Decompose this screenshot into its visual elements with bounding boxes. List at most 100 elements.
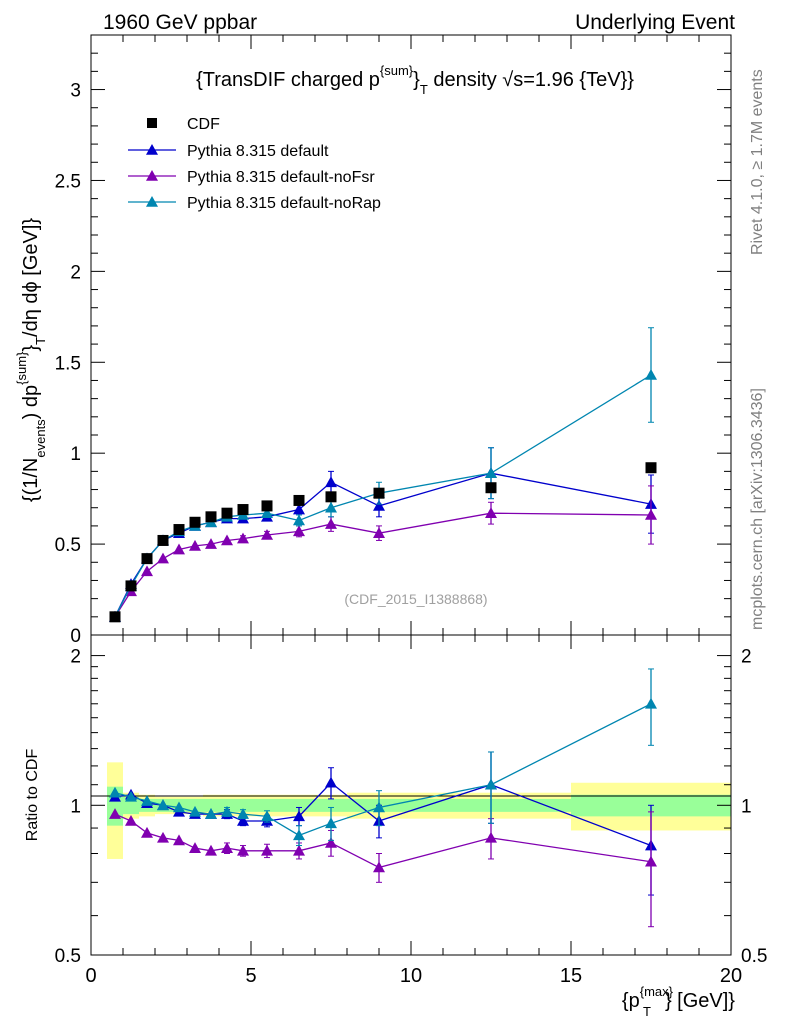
y-tick-label: 0.5	[55, 535, 81, 556]
ratio-tick-label: 2	[70, 647, 81, 668]
legend-label-nofsr: Pythia 8.315 default-noFsr	[187, 169, 375, 186]
legend-marker-nofsr	[146, 170, 158, 181]
series-point-nofsr	[205, 538, 217, 549]
series-point-default	[325, 476, 337, 488]
series-point-nofsr	[141, 565, 153, 577]
ratio-point-norap	[221, 805, 233, 817]
ratio-band-inner	[219, 798, 235, 812]
ratio-point-nofsr	[125, 814, 137, 826]
ratio-point-norap	[325, 817, 337, 829]
y-axis-label: {(1/Nevents) dp{sum}}T/dη dϕ [GeV]}	[14, 218, 48, 503]
ratio-band-inner	[187, 798, 203, 812]
ratio-point-norap	[141, 795, 153, 806]
ratio-band-inner	[315, 798, 347, 812]
ratio-point-nofsr	[221, 842, 233, 853]
x-tick-label: 20	[720, 965, 742, 987]
chart-title: {TransDIF charged p{sum}}T density √s=1.…	[196, 63, 634, 97]
ratio-point-nofsr	[173, 834, 185, 846]
ratio-marks	[109, 668, 657, 928]
ratio-point-nofsr	[293, 844, 305, 856]
ratio-y-axis-label: Ratio to CDF	[24, 749, 41, 842]
ratio-point-nofsr	[261, 844, 273, 856]
ratio-point-nofsr	[189, 842, 201, 853]
ratio-point-nofsr	[141, 826, 153, 838]
series-point-norap	[645, 369, 657, 380]
ratio-point-nofsr	[645, 855, 657, 867]
y-tick-label: 1.5	[55, 353, 81, 374]
y-tick-label: 1	[70, 444, 81, 465]
ratio-bands	[107, 762, 731, 859]
series-point-default	[373, 499, 385, 511]
y-tick-label: 3	[70, 81, 81, 102]
data-point-cdf	[157, 534, 169, 546]
ratio-point-nofsr	[485, 831, 497, 843]
ratio-point-nofsr	[157, 831, 169, 843]
main-marks	[109, 327, 657, 623]
legend-cdf-label: CDF	[187, 116, 220, 133]
ratio-frame	[90, 634, 732, 956]
ratio-line-nofsr	[114, 813, 652, 869]
series-point-norap	[485, 467, 497, 478]
series-point-nofsr	[189, 539, 201, 551]
ratio-point-nofsr	[373, 861, 385, 873]
series-point-norap	[293, 514, 305, 526]
legend-cdf-marker	[147, 118, 157, 128]
ratio-point-nofsr	[205, 844, 217, 856]
ratio-point-norap	[261, 810, 273, 822]
series-point-nofsr	[173, 543, 185, 555]
x-tick-label: 10	[400, 965, 422, 987]
data-point-cdf	[205, 511, 217, 523]
series-point-norap	[325, 501, 337, 513]
header-left: 1960 GeV ppbar	[103, 11, 257, 34]
x-tick-label: 15	[560, 965, 582, 987]
ratio-point-norap	[645, 697, 657, 709]
ratio-point-nofsr	[325, 836, 337, 848]
ratio-point-norap	[173, 801, 185, 813]
ratio-point-default	[293, 810, 305, 822]
ratio-ticks: 0 5 10 15 200.5 0.51 12 2	[55, 635, 767, 987]
series-point-nofsr	[261, 529, 273, 540]
legend-label-default: Pythia 8.315 default	[187, 143, 329, 160]
ratio-tick-label: 1	[70, 796, 81, 817]
ratio-tick-label-right: 0.5	[741, 946, 767, 967]
series-point-nofsr	[485, 507, 497, 518]
series-point-nofsr	[157, 552, 169, 564]
series-point-nofsr	[293, 525, 305, 537]
ratio-point-norap	[109, 786, 121, 798]
data-point-cdf	[125, 580, 137, 592]
analysis-label: (CDF_2015_I1388868)	[344, 591, 487, 607]
data-point-cdf	[645, 462, 657, 474]
ratio-point-norap	[125, 790, 137, 802]
legend-label-norap: Pythia 8.315 default-noRap	[187, 195, 381, 212]
main-ticks: 0 0.5 1 1.5 2 2.5 3	[55, 35, 732, 647]
series-point-nofsr	[645, 509, 657, 520]
series-point-nofsr	[325, 518, 337, 529]
data-point-cdf	[237, 504, 249, 516]
x-tick-label: 0	[85, 965, 96, 987]
ratio-point-norap	[293, 829, 305, 841]
ratio-point-norap	[237, 808, 249, 819]
data-point-cdf	[485, 482, 497, 494]
ratio-band-inner	[203, 798, 219, 812]
data-point-cdf	[221, 507, 233, 519]
y-tick-label: 0	[70, 626, 81, 647]
series-point-nofsr	[373, 527, 385, 538]
rivet-label: Rivet 4.1.0, ≥ 1.7M events	[749, 69, 766, 255]
header-right: Underlying Event	[575, 11, 735, 34]
ratio-point-norap	[373, 801, 385, 813]
data-point-cdf	[325, 491, 337, 503]
y-tick-label: 2.5	[55, 171, 81, 192]
ratio-tick-label-right: 1	[741, 796, 752, 817]
ratio-band-inner	[251, 798, 283, 812]
x-axis-label: {p{max} T} [GeV]}	[622, 984, 735, 1019]
ratio-point-norap	[157, 799, 169, 811]
y-tick-label: 2	[70, 262, 81, 283]
legend-marker-default	[146, 144, 158, 155]
legend: CDF Pythia 8.315 default Pythia 8.315 def…	[128, 116, 381, 212]
mcplots-label: mcplots.cern.ch [arXiv:1306.3436]	[749, 388, 766, 630]
ratio-tick-label-right: 2	[741, 647, 752, 668]
series-point-default	[293, 503, 305, 515]
legend-marker-norap	[146, 196, 158, 207]
data-point-cdf	[109, 611, 121, 623]
